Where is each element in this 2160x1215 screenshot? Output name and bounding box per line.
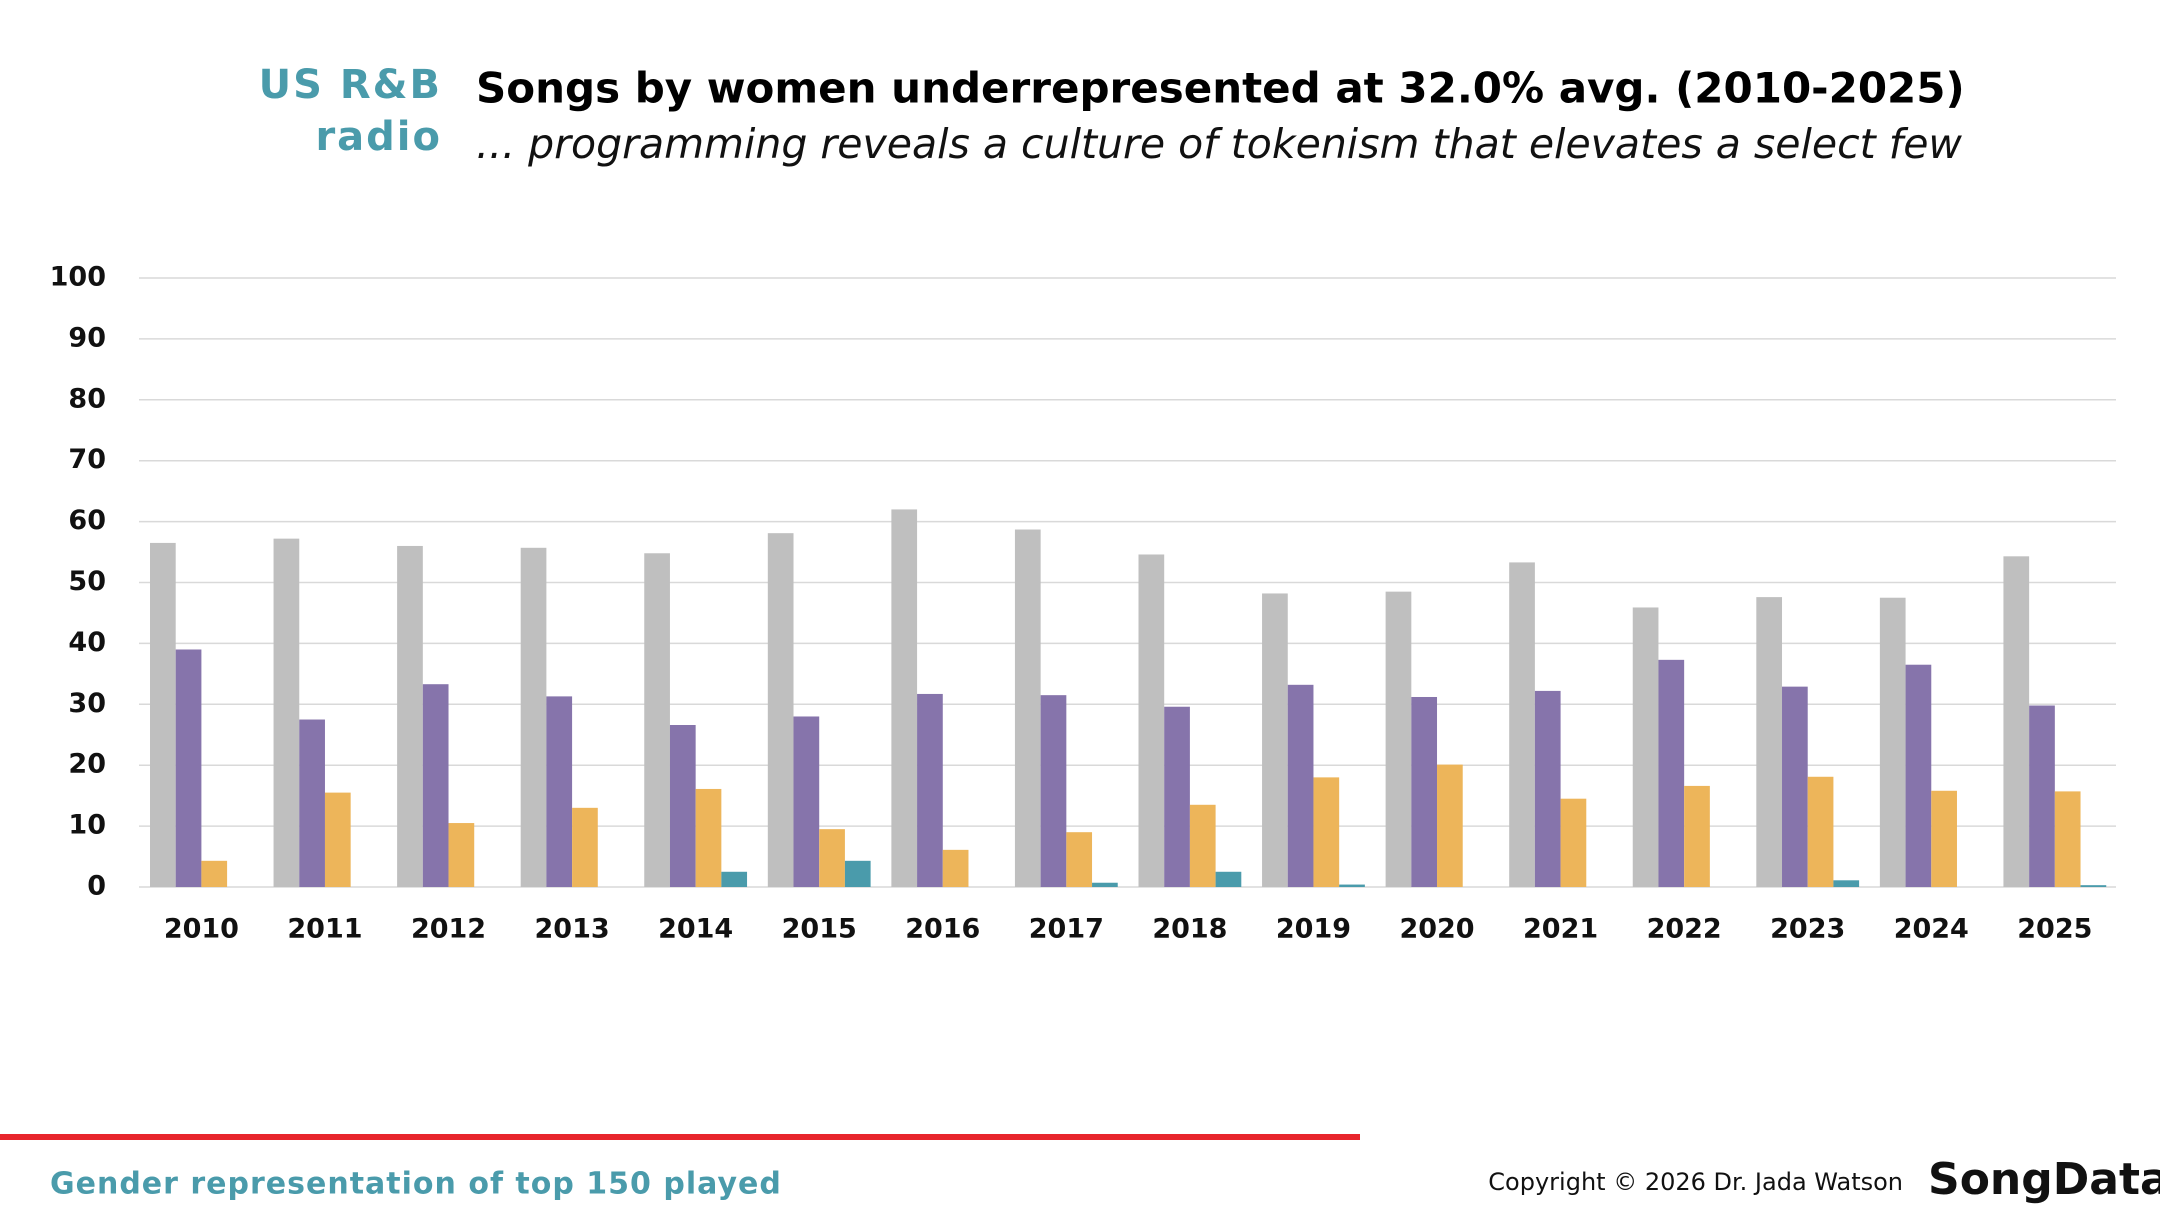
- bar: [1560, 798, 1587, 887]
- x-tick-label: 2022: [1647, 914, 1722, 945]
- bar: [1066, 832, 1093, 887]
- bar: [520, 547, 547, 887]
- bar: [1313, 777, 1340, 887]
- bar: [942, 849, 969, 887]
- bar: [793, 716, 820, 887]
- bar: [1658, 659, 1685, 887]
- bar: [721, 871, 748, 887]
- bar: [1040, 695, 1067, 887]
- bar: [422, 684, 449, 887]
- x-tick-label: 2017: [1029, 914, 1104, 945]
- bar: [273, 538, 300, 887]
- x-tick-label: 2019: [1276, 914, 1351, 945]
- bar: [1411, 696, 1438, 887]
- bar: [844, 860, 871, 887]
- x-tick-label: 2014: [658, 914, 733, 945]
- x-tick-label: 2016: [905, 914, 980, 945]
- y-tick-label: 90: [68, 322, 106, 353]
- bar: [1164, 706, 1190, 887]
- bar: [324, 792, 351, 887]
- bar: [1807, 776, 1834, 887]
- footer-note: Gender representation of top 150 played: [50, 1167, 782, 1202]
- bar: [1215, 871, 1242, 887]
- y-tick-label: 0: [87, 871, 106, 902]
- bar: [1189, 804, 1216, 887]
- x-tick-label: 2015: [782, 914, 857, 945]
- bar: [917, 693, 943, 887]
- y-tick-label: 60: [68, 505, 106, 536]
- bar: [819, 829, 845, 887]
- chart-title: Songs by women underrepresented at 32.0%…: [476, 64, 1965, 113]
- bar: [2003, 556, 2030, 887]
- bar: [1684, 785, 1710, 887]
- bar: [1339, 884, 1365, 887]
- bar: [1437, 764, 1463, 887]
- bar: [2054, 791, 2081, 887]
- bar: [1756, 597, 1783, 887]
- copyright: Copyright © 2026 Dr. Jada Watson: [1488, 1168, 1903, 1196]
- x-tick-label: 2013: [535, 914, 610, 945]
- bar: [175, 649, 202, 887]
- y-tick-label: 20: [68, 749, 106, 780]
- bar: [1138, 554, 1165, 887]
- bar: [1092, 882, 1118, 887]
- bar: [572, 807, 598, 887]
- logo: SongData: [1928, 1154, 2160, 1205]
- bar: [448, 823, 475, 887]
- bar: [201, 860, 228, 887]
- bar: [1879, 597, 1906, 887]
- bar: [1782, 686, 1808, 887]
- y-tick-label: 70: [68, 444, 106, 475]
- bar: [1931, 790, 1957, 887]
- x-tick-label: 2021: [1523, 914, 1598, 945]
- chart-subtitle: ... programming reveals a culture of tok…: [476, 120, 1962, 168]
- bar: [546, 696, 573, 887]
- x-tick-label: 2018: [1152, 914, 1227, 945]
- bar: [2029, 705, 2055, 887]
- x-tick-label: 2023: [1770, 914, 1845, 945]
- bar: [1833, 880, 1860, 887]
- bar: [1905, 664, 1932, 887]
- bar: [1385, 591, 1412, 887]
- bar: [2080, 885, 2107, 887]
- brand-line: radio: [315, 114, 442, 160]
- bar: [669, 725, 696, 887]
- bar: [1509, 562, 1535, 887]
- bar: [150, 542, 176, 887]
- bar: [1262, 593, 1288, 887]
- bar: [767, 533, 794, 887]
- bar: [1287, 684, 1314, 887]
- y-tick-label: 30: [68, 688, 106, 719]
- y-tick-label: 100: [50, 262, 106, 293]
- x-tick-label: 2011: [287, 914, 362, 945]
- x-tick-label: 2024: [1894, 914, 1969, 945]
- bar: [299, 719, 325, 887]
- bar: [644, 553, 670, 887]
- bar: [397, 545, 423, 887]
- y-tick-label: 40: [68, 627, 106, 658]
- y-tick-label: 50: [68, 566, 106, 597]
- x-tick-label: 2010: [164, 914, 239, 945]
- bar: [1534, 690, 1561, 887]
- y-tick-label: 80: [68, 383, 106, 414]
- brand-line: US R&B: [259, 62, 442, 108]
- x-tick-label: 2025: [2017, 914, 2092, 945]
- bar: [1632, 607, 1659, 887]
- x-tick-label: 2020: [1399, 914, 1474, 945]
- bar: [695, 788, 722, 887]
- x-tick-label: 2012: [411, 914, 486, 945]
- bar: [891, 509, 918, 887]
- bar: [1014, 529, 1041, 887]
- y-tick-label: 10: [68, 810, 106, 841]
